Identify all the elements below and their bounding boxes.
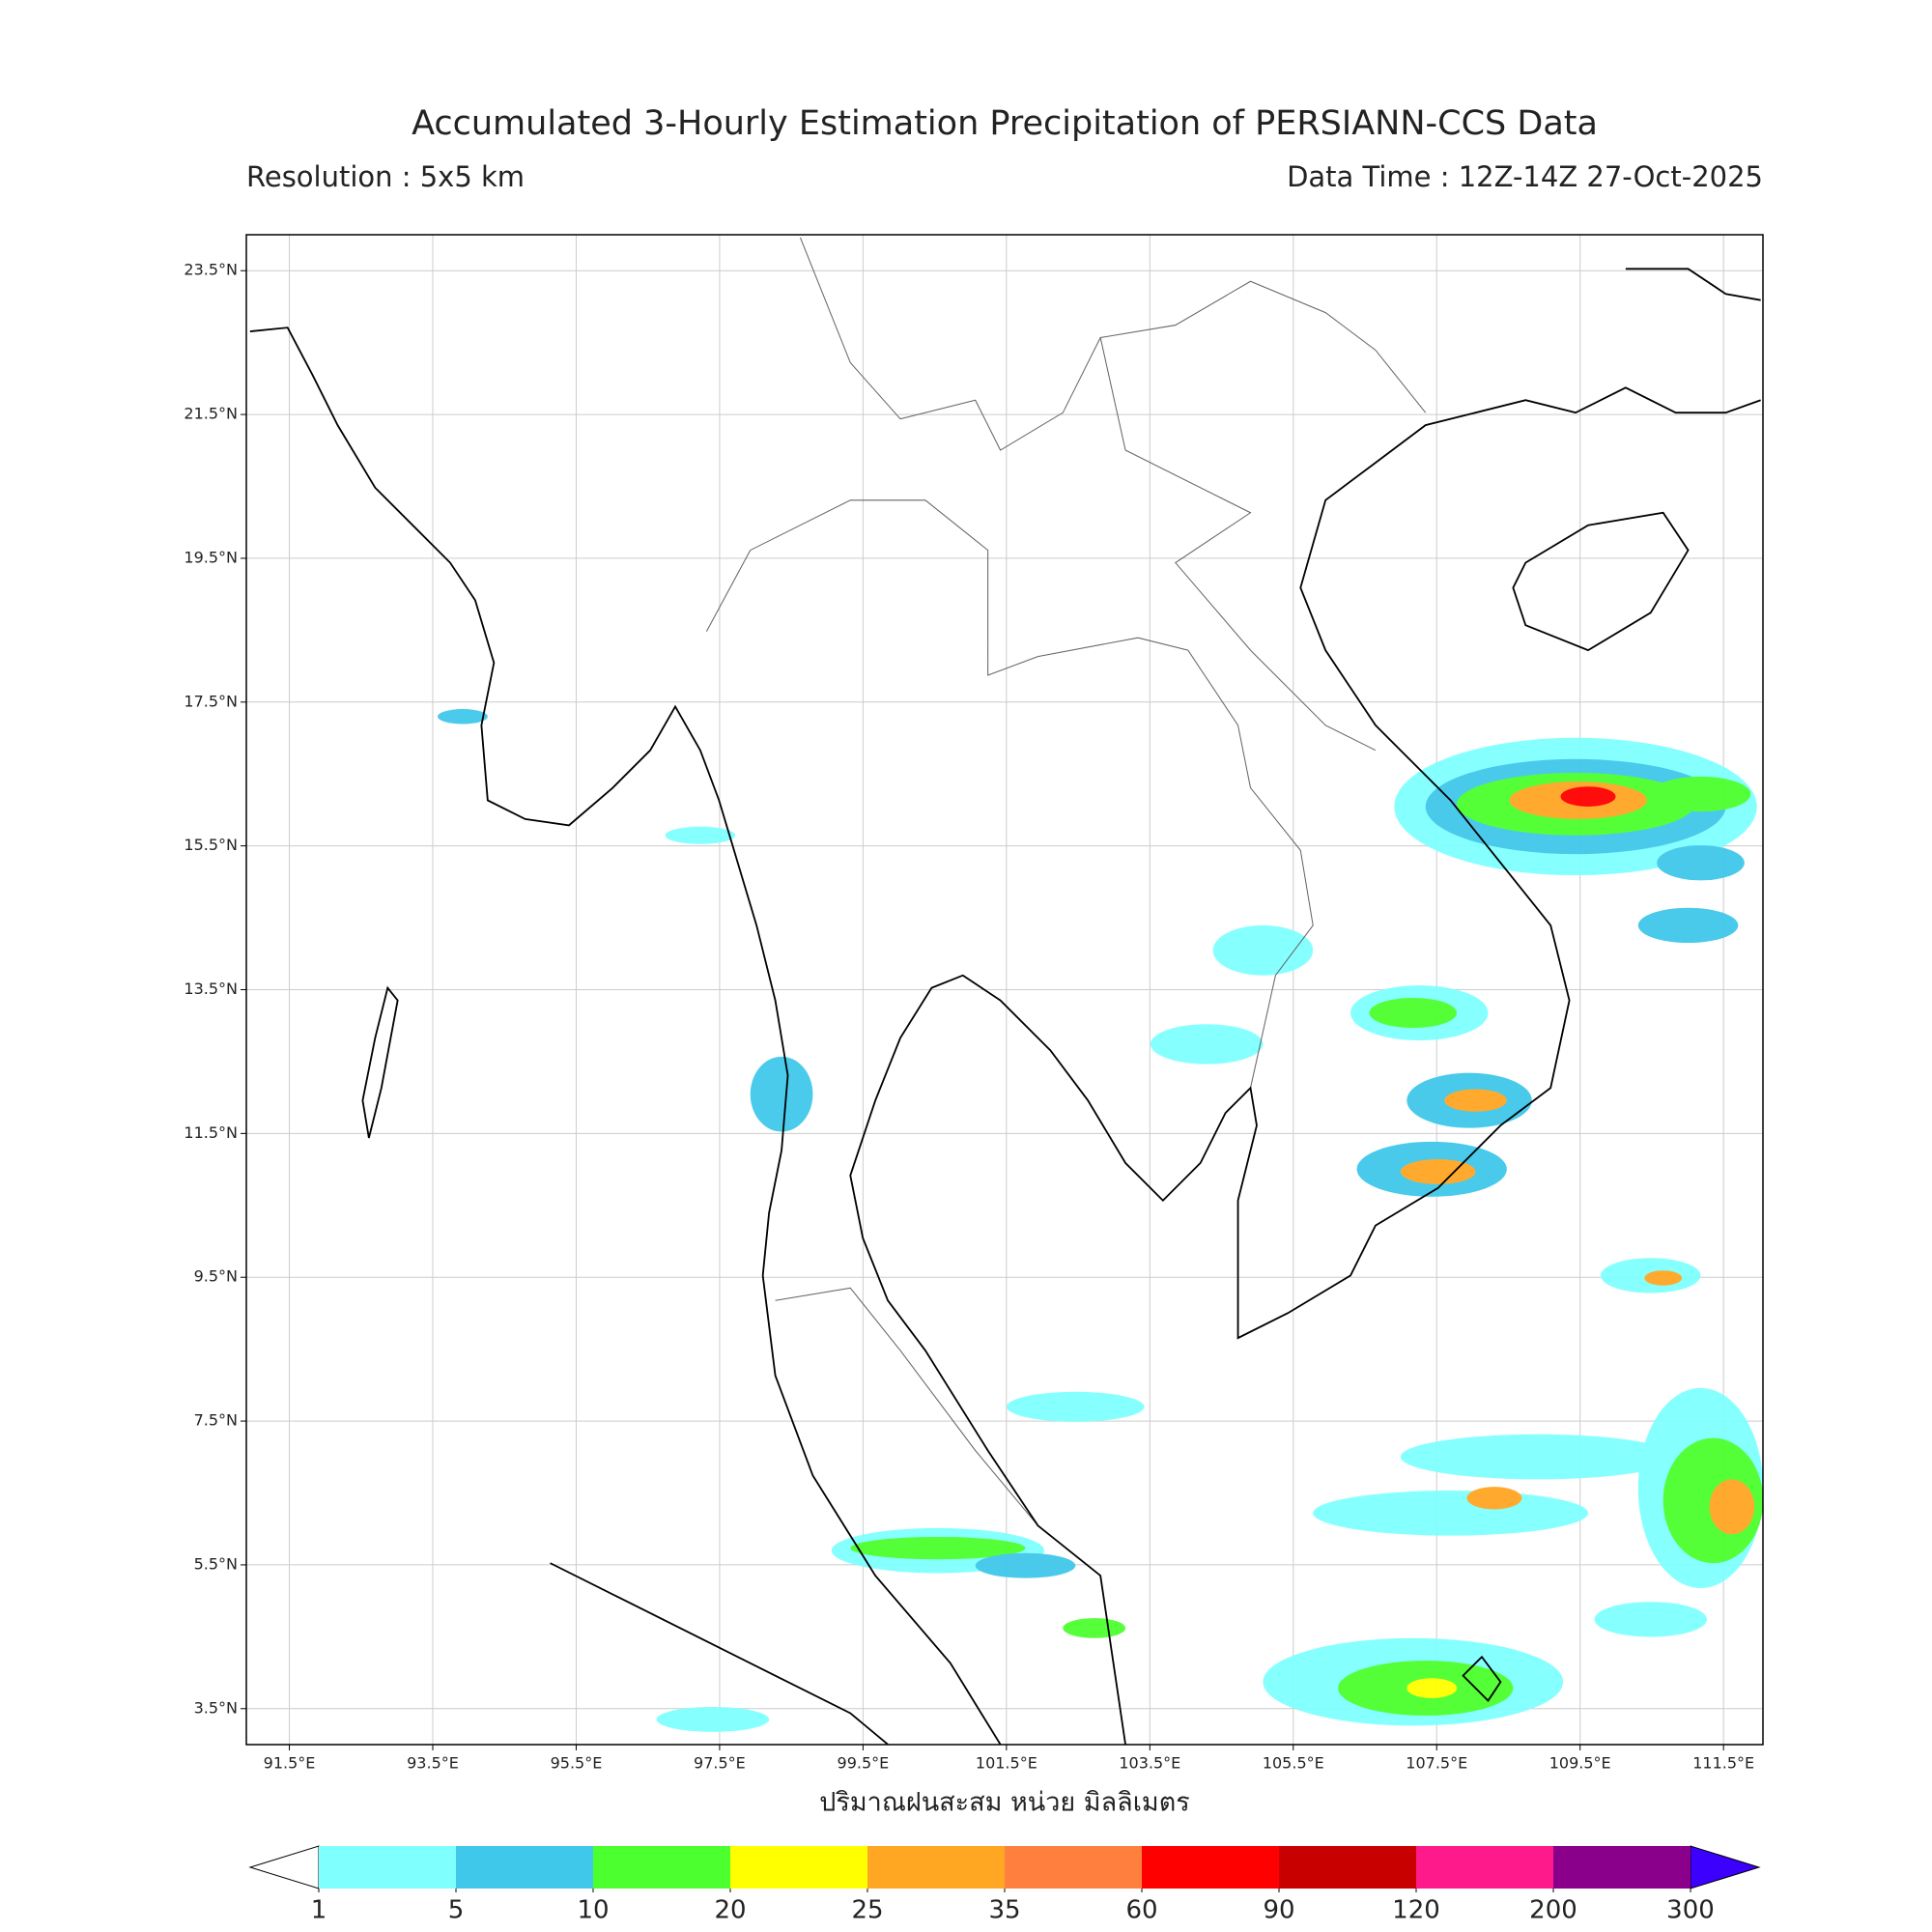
coastlines	[249, 268, 1761, 1746]
colorbar-over	[1690, 1845, 1761, 1889]
y-tick-label: 23.5°N	[184, 261, 238, 279]
colorbar-tick-label: 25	[851, 1896, 883, 1925]
colorbar-tick-label: 10	[577, 1896, 609, 1925]
x-tick-label: 93.5°E	[407, 1754, 459, 1773]
colorbar-segment	[1416, 1846, 1553, 1889]
colorbar-segment	[1279, 1846, 1416, 1889]
data-time: Data Time : 12Z-14Z 27-Oct-2025	[1287, 160, 1763, 193]
x-tick-label: 103.5°E	[1119, 1754, 1180, 1773]
y-tick-label: 7.5°N	[194, 1411, 238, 1430]
colorbar-segment	[456, 1846, 593, 1889]
colorbar-tick-label: 90	[1263, 1896, 1294, 1925]
colorbar-segment	[319, 1846, 456, 1889]
colorbar-tick-label: 300	[1666, 1896, 1715, 1925]
x-tick-label: 95.5°E	[551, 1754, 603, 1773]
y-tick-label: 11.5°N	[184, 1123, 238, 1142]
y-tick-label: 3.5°N	[194, 1698, 238, 1717]
colorbar-tick-label: 35	[988, 1896, 1020, 1925]
colorbar-tick-label: 5	[448, 1896, 465, 1925]
y-tick-label: 13.5°N	[184, 980, 238, 998]
x-tick-label: 111.5°E	[1692, 1754, 1754, 1773]
title: Accumulated 3-Hourly Estimation Precipit…	[412, 104, 1598, 143]
colorbar-segment	[1005, 1846, 1142, 1889]
y-tick-label: 21.5°N	[184, 405, 238, 423]
colorbar-tick-label: 60	[1125, 1896, 1157, 1925]
colorbar-tick-label: 20	[714, 1896, 746, 1925]
colorbar-segment	[730, 1846, 867, 1889]
x-tick-label: 97.5°E	[694, 1754, 746, 1773]
colorbar-tick-label: 120	[1392, 1896, 1440, 1925]
colorbar-segment	[593, 1846, 730, 1889]
x-tick-label: 99.5°E	[838, 1754, 890, 1773]
y-tick-label: 15.5°N	[184, 836, 238, 854]
colorbar-under	[248, 1845, 320, 1889]
x-tick-label: 91.5°E	[264, 1754, 316, 1773]
colorbar-segment	[1553, 1846, 1690, 1889]
country-borders	[705, 237, 1427, 1526]
y-tick-label: 9.5°N	[194, 1267, 238, 1286]
colorbar-tick-label: 1	[311, 1896, 327, 1925]
x-tick-label: 101.5°E	[976, 1754, 1037, 1773]
colorbar-tick-label: 200	[1529, 1896, 1577, 1925]
colorbar-segment	[1142, 1846, 1279, 1889]
precipitation	[438, 708, 1764, 1732]
colorbar: 1 5 10 20 25 35 60 90 120 200 300	[248, 1845, 1761, 1925]
y-tick-label: 19.5°N	[184, 548, 238, 566]
resolution: Resolution : 5x5 km	[246, 160, 525, 193]
map-frame	[245, 234, 1764, 1746]
y-tick-label: 17.5°N	[184, 692, 238, 710]
x-tick-label: 107.5°E	[1406, 1754, 1467, 1773]
x-axis-label: ปริมาณฝนสะสม หน่วย มิลลิเมตร	[819, 1788, 1190, 1818]
colorbar-segment	[867, 1846, 1005, 1889]
x-tick-label: 105.5°E	[1263, 1754, 1324, 1773]
y-tick-label: 5.5°N	[194, 1554, 238, 1573]
graticule: 91.5°E 93.5°E 95.5°E 97.5°E 99.5°E 101.5°E 103…	[184, 235, 1763, 1773]
x-tick-label: 109.5°E	[1549, 1754, 1611, 1773]
